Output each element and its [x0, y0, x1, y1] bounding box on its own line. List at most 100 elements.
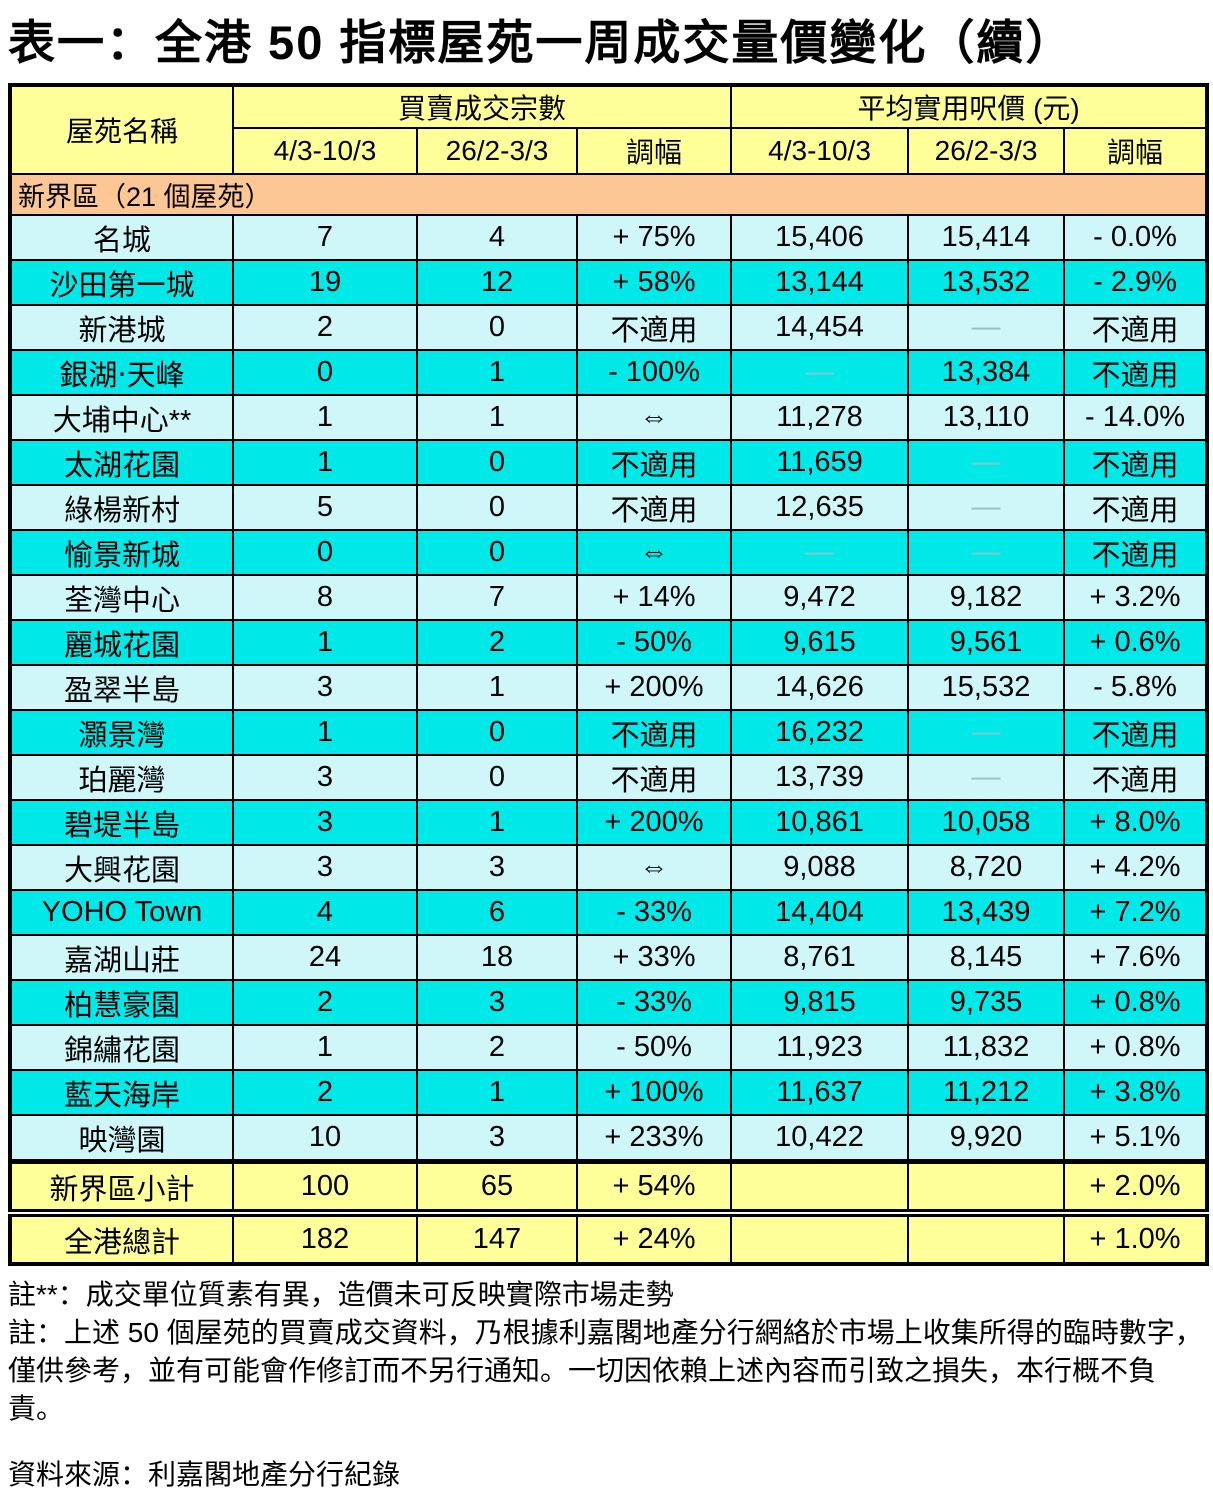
volume-current-cell: 3	[232, 844, 418, 891]
estate-name-cell: 新港城	[9, 304, 234, 351]
price-previous-cell: 10,058	[907, 799, 1066, 846]
volume-current-cell: 0	[232, 529, 418, 576]
price-previous-cell: 13,384	[907, 349, 1066, 396]
footnote-disclaimer: 註：上述 50 個屋苑的買賣成交資料，乃根據利嘉閣地產分行網絡於市場上收集所得的…	[8, 1317, 1203, 1425]
table-row: 沙田第一城 19 12 + 58% 13,144 13,532- 2.9%	[9, 259, 1209, 306]
estate-name-cell: 太湖花園	[9, 439, 234, 486]
subtotal-row: 新界區小計 100 65 + 54% + 2.0%	[9, 1159, 1209, 1214]
price-previous-cell: —	[907, 439, 1066, 486]
subtotal-volume-change: + 54%	[575, 1159, 733, 1214]
volume-previous-cell: 3	[416, 979, 578, 1026]
volume-change-cell: + 200%	[575, 664, 733, 711]
price-current-cell: 14,454	[730, 304, 910, 351]
price-change-cell: + 5.1%	[1063, 1114, 1209, 1163]
price-current-cell: 9,088	[730, 844, 910, 891]
volume-current-cell: 3	[232, 799, 418, 846]
price-previous-cell: —	[907, 754, 1066, 801]
price-current-cell: 14,404	[730, 889, 910, 936]
volume-change-cell: 不適用	[575, 304, 733, 351]
volume-current-cell: 10	[232, 1114, 418, 1163]
header-price-change: 調幅	[1063, 127, 1209, 175]
volume-change-cell: - 33%	[575, 889, 733, 936]
price-previous-cell: 8,720	[907, 844, 1066, 891]
table-row: 碧堤半島 3 1 + 200% 10,861 10,058 + 8.0%	[9, 799, 1209, 846]
header-volume-group: 買賣成交宗數	[231, 84, 733, 129]
volume-change-cell: + 14%	[575, 574, 733, 621]
price-current-cell: 13,144	[730, 259, 910, 306]
total-row: 全港總計 182 147 + 24% + 1.0%	[9, 1209, 1209, 1265]
total-price-previous	[907, 1209, 1066, 1265]
volume-previous-cell: 2	[416, 619, 578, 666]
table-row: 太湖花園 1 0 不適用 11,659— 不適用	[9, 439, 1209, 486]
total-price-current	[730, 1209, 910, 1265]
price-current-cell: 11,637	[730, 1069, 910, 1116]
price-current-cell: —	[730, 349, 910, 396]
price-previous-cell: 13,532	[907, 259, 1066, 306]
total-label: 全港總計	[9, 1209, 234, 1265]
volume-current-cell: 1	[232, 439, 418, 486]
price-change-cell: + 8.0%	[1063, 799, 1209, 846]
price-current-cell: 13,739	[730, 754, 910, 801]
estate-name-cell: 綠楊新村	[9, 484, 234, 531]
estate-name-cell: 錦繡花園	[9, 1024, 234, 1071]
footnote-asterisk: 註**：成交單位質素有異，造價未可反映實際市場走勢	[8, 1279, 674, 1310]
volume-current-cell: 1	[232, 394, 418, 441]
header-volume-change: 調幅	[575, 127, 733, 175]
price-previous-cell: 13,439	[907, 889, 1066, 936]
estate-name-cell: 珀麗灣	[9, 754, 234, 801]
price-previous-cell: 15,414	[907, 214, 1066, 261]
total-volume-previous: 147	[416, 1209, 578, 1265]
price-change-cell: - 2.9%	[1063, 259, 1209, 306]
volume-current-cell: 4	[232, 889, 418, 936]
table-row: 盈翠半島 3 1 + 200% 14,626 15,532- 5.8%	[9, 664, 1209, 711]
volume-change-cell: - 33%	[575, 979, 733, 1026]
volume-current-cell: 7	[232, 214, 418, 261]
price-change-cell: 不適用	[1063, 529, 1209, 576]
volume-change-cell: + 100%	[575, 1069, 733, 1116]
table-row: 荃灣中心 8 7 + 14% 9,472 9,182 + 3.2%	[9, 574, 1209, 621]
header-price-period-current: 4/3-10/3	[730, 127, 910, 175]
estate-name-cell: 荃灣中心	[9, 574, 234, 621]
price-current-cell: 10,422	[730, 1114, 910, 1163]
estate-name-cell: 碧堤半島	[9, 799, 234, 846]
volume-change-cell: 不適用	[575, 709, 733, 756]
price-change-cell: - 5.8%	[1063, 664, 1209, 711]
header-volume-period-previous: 26/2-3/3	[416, 127, 578, 175]
volume-previous-cell: 1	[416, 799, 578, 846]
price-change-cell: + 4.2%	[1063, 844, 1209, 891]
subtotal-volume-current: 100	[232, 1159, 418, 1214]
volume-current-cell: 1	[232, 619, 418, 666]
volume-previous-cell: 6	[416, 889, 578, 936]
volume-previous-cell: 7	[416, 574, 578, 621]
price-change-cell: + 7.6%	[1063, 934, 1209, 981]
volume-change-cell: + 33%	[575, 934, 733, 981]
price-previous-cell: —	[907, 484, 1066, 531]
volume-change-cell: + 58%	[575, 259, 733, 306]
volume-change-cell: 不適用	[575, 439, 733, 486]
table-row: 大興花園 3 3 ⇔ 9,088 8,720 + 4.2%	[9, 844, 1209, 891]
estate-name-cell: 灝景灣	[9, 709, 234, 756]
subtotal-price-change: + 2.0%	[1063, 1159, 1209, 1214]
volume-change-cell: 不適用	[575, 754, 733, 801]
volume-current-cell: 24	[232, 934, 418, 981]
price-previous-cell: 9,561	[907, 619, 1066, 666]
price-current-cell: 8,761	[730, 934, 910, 981]
price-previous-cell: 11,832	[907, 1024, 1066, 1071]
subtotal-price-current	[730, 1159, 910, 1214]
price-current-cell: 15,406	[730, 214, 910, 261]
volume-change-cell: + 200%	[575, 799, 733, 846]
estate-name-cell: YOHO Town	[9, 889, 234, 936]
volume-previous-cell: 18	[416, 934, 578, 981]
estate-name-cell: 愉景新城	[9, 529, 234, 576]
volume-current-cell: 3	[232, 754, 418, 801]
price-change-cell: + 3.8%	[1063, 1069, 1209, 1116]
volume-current-cell: 1	[232, 1024, 418, 1071]
table-row: 藍天海岸 2 1 + 100% 11,637 11,212 + 3.8%	[9, 1069, 1209, 1116]
estate-name-cell: 麗城花園	[9, 619, 234, 666]
total-price-change: + 1.0%	[1063, 1209, 1209, 1265]
table-row: 新港城 2 0 不適用 14,454— 不適用	[9, 304, 1209, 351]
price-current-cell: 9,472	[730, 574, 910, 621]
header-volume-period-current: 4/3-10/3	[232, 127, 418, 175]
price-current-cell: 16,232	[730, 709, 910, 756]
